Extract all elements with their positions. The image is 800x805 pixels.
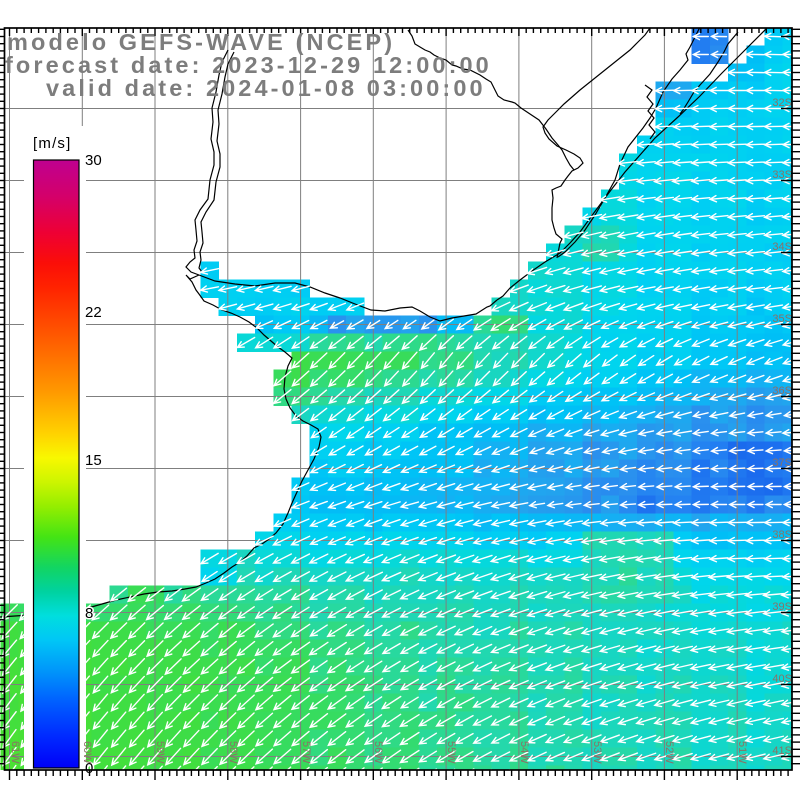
svg-text:forecast date: 2023-12-29 12:0: forecast date: 2023-12-29 12:00:00	[5, 52, 492, 78]
svg-text:0: 0	[85, 760, 93, 777]
svg-text:54W: 54W	[518, 741, 530, 764]
svg-text:56W: 56W	[372, 741, 384, 764]
svg-text:36S: 36S	[772, 385, 792, 397]
svg-text:8: 8	[85, 605, 93, 622]
svg-text:modelo GEFS-WAVE (NCEP): modelo GEFS-WAVE (NCEP)	[7, 29, 395, 55]
svg-text:valid date: 2024-01-08 03:00:0: valid date: 2024-01-08 03:00:00	[46, 75, 486, 101]
svg-text:41S: 41S	[772, 745, 792, 757]
svg-text:52W: 52W	[663, 741, 675, 764]
svg-text:37S: 37S	[772, 457, 792, 469]
svg-text:59W: 59W	[154, 741, 166, 764]
svg-text:60W: 60W	[81, 741, 93, 764]
svg-text:32S: 32S	[772, 97, 792, 109]
svg-text:38S: 38S	[772, 529, 792, 541]
svg-text:33S: 33S	[772, 169, 792, 181]
svg-text:22: 22	[85, 304, 102, 321]
svg-text:[m/s]: [m/s]	[33, 135, 72, 152]
svg-text:34S: 34S	[772, 241, 792, 253]
svg-text:53W: 53W	[591, 741, 603, 764]
svg-text:51W: 51W	[736, 741, 748, 764]
svg-text:61W: 61W	[9, 741, 21, 764]
svg-text:35S: 35S	[772, 313, 792, 325]
svg-text:30: 30	[85, 152, 102, 169]
svg-text:57W: 57W	[300, 741, 312, 764]
svg-text:55W: 55W	[445, 741, 457, 764]
svg-text:58W: 58W	[227, 741, 239, 764]
svg-text:39S: 39S	[772, 601, 792, 613]
svg-text:15: 15	[85, 452, 102, 469]
svg-text:40S: 40S	[772, 673, 792, 685]
